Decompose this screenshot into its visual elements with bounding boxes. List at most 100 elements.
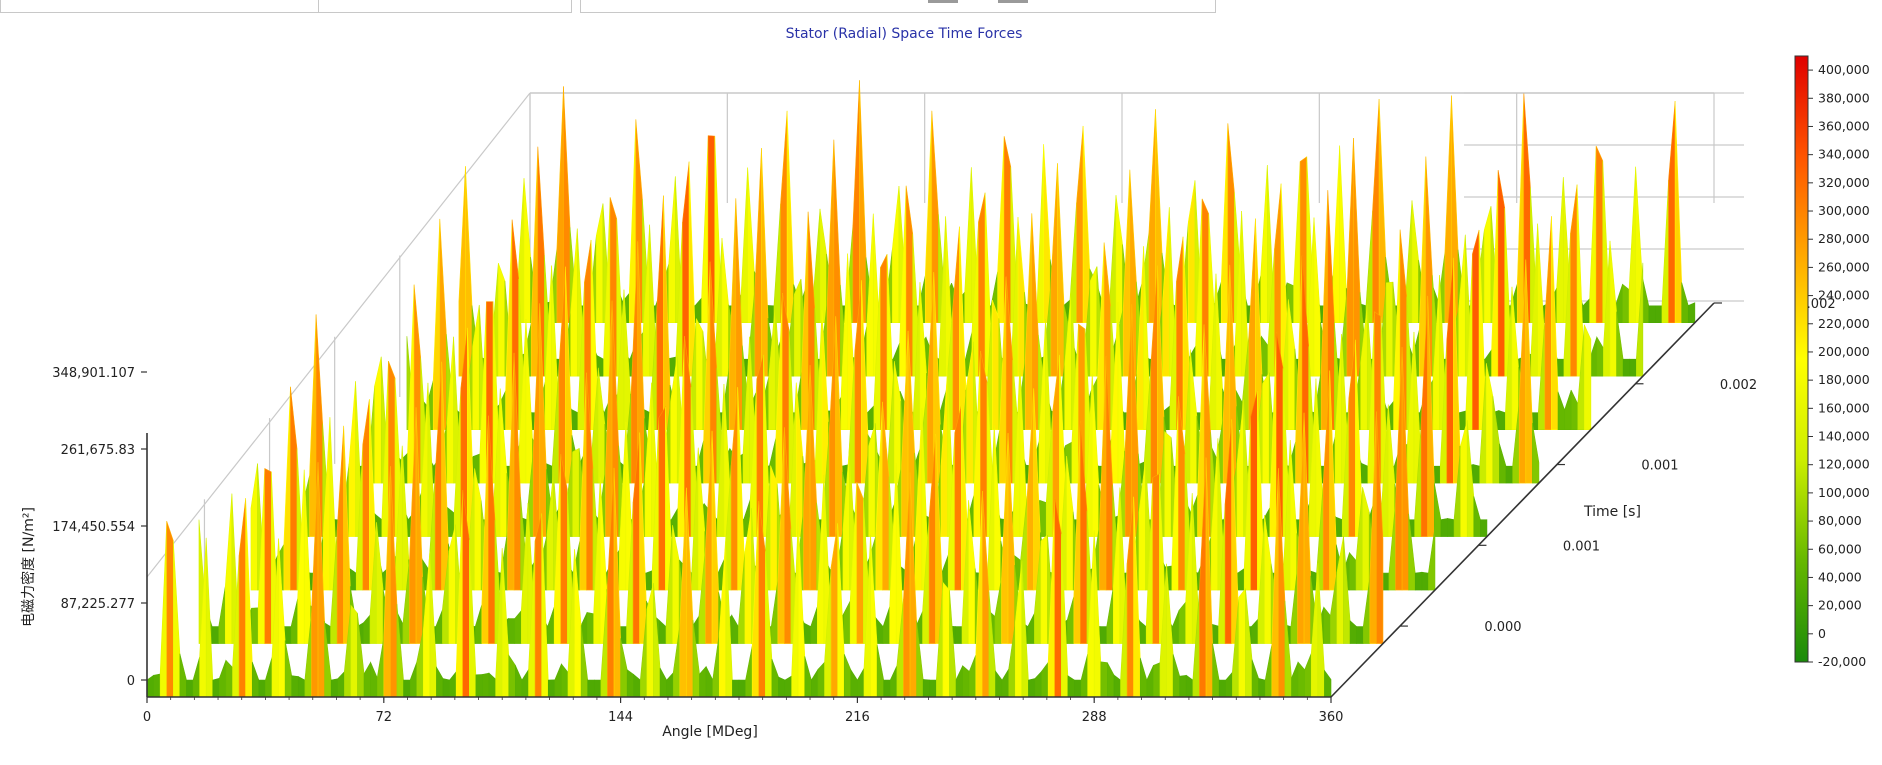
- colorbar-tick-label: 300,000: [1818, 203, 1870, 218]
- surface-strip: [954, 405, 962, 591]
- surface-strip: [1028, 678, 1036, 698]
- surface-strip: [219, 660, 227, 698]
- surface-strip: [508, 654, 516, 698]
- surface-strip: [1291, 661, 1299, 698]
- surface-strip: [186, 679, 194, 698]
- surface-strip: [892, 185, 900, 324]
- colorbar-tick-label: 180,000: [1818, 372, 1870, 387]
- colorbar-tick-label: 320,000: [1818, 175, 1870, 190]
- surface-strip: [447, 507, 455, 537]
- time-tick-label: 0.000: [1484, 620, 1521, 635]
- colorbar-tick-label: 160,000: [1818, 400, 1870, 415]
- colorbar-tick-label: 200,000: [1818, 344, 1870, 359]
- surface-strip: [251, 661, 260, 698]
- x-tick-label: 288: [1082, 710, 1107, 725]
- surface-strip: [1212, 643, 1220, 698]
- colorbar-tick-label: 20,000: [1818, 598, 1862, 613]
- time-axis-line: [1330, 302, 1715, 698]
- x-axis-ticks: 0 72 144 216 288 360: [143, 697, 1343, 725]
- surface-strip: [942, 581, 950, 698]
- surface-strip: [1414, 571, 1423, 591]
- surface-strip: [1628, 166, 1636, 324]
- surface-strip: [1067, 675, 1075, 698]
- surface-strip: [778, 676, 786, 698]
- toolbar-button-b[interactable]: [998, 0, 1028, 3]
- surface-strip: [968, 654, 977, 698]
- surface-strip: [929, 679, 937, 698]
- colorbar-tick-label: 100,000: [1818, 485, 1870, 500]
- surface-strip: [672, 525, 680, 644]
- surface-strip: [403, 679, 411, 698]
- surface-strip: [701, 135, 709, 324]
- surface-strip: [1113, 674, 1121, 698]
- surface-strip: [1139, 620, 1147, 644]
- toolbar-field-mid[interactable]: [318, 0, 572, 13]
- surface-strip: [1418, 156, 1427, 377]
- surface-strip: [1176, 236, 1184, 430]
- surface-strip: [747, 167, 755, 324]
- surface-strip: [696, 318, 704, 430]
- surface-strip: [721, 238, 729, 377]
- surface-strip: [521, 668, 529, 698]
- z-tick-label: 87,225.277: [61, 597, 135, 612]
- surface-strip: [882, 606, 890, 644]
- surface-strip: [1458, 234, 1466, 377]
- surface-strip: [283, 386, 291, 591]
- surface-strip: [1050, 163, 1058, 377]
- surface-strip: [290, 386, 298, 591]
- surface-strip: [330, 678, 339, 698]
- surface-strip: [1484, 206, 1492, 324]
- z-tick-label: 348,901.107: [52, 366, 135, 381]
- surface-strip: [1162, 207, 1170, 377]
- surface-strip: [745, 646, 753, 698]
- surface-strip: [1622, 283, 1630, 324]
- surface-strip: [1473, 496, 1481, 537]
- surface-strip: [1356, 626, 1364, 644]
- surface-strip: [628, 119, 637, 324]
- surface-strip: [514, 609, 522, 644]
- surface-strip: [1284, 600, 1292, 698]
- surface-strip: [780, 110, 788, 324]
- surface-strip: [1444, 95, 1452, 324]
- surface-strip: [882, 401, 890, 591]
- surface-strip: [482, 672, 490, 698]
- surface-strip: [1641, 276, 1650, 324]
- surface-strip: [1589, 146, 1597, 324]
- surface-strip: [337, 670, 345, 698]
- surface-strip: [435, 609, 443, 644]
- surface-strip: [922, 679, 931, 698]
- surface-strip: [1066, 596, 1075, 644]
- surface-strip: [238, 498, 246, 698]
- colorbar-tick-label: 400,000: [1818, 62, 1870, 77]
- toolbar-button-a[interactable]: [928, 0, 958, 3]
- z-tick-label: 261,675.83: [61, 443, 135, 458]
- surface-strip: [1248, 218, 1256, 430]
- surface-strip: [251, 607, 259, 644]
- surface-strip: [376, 637, 385, 698]
- surface-strip: [1433, 465, 1441, 484]
- surface-strip: [1324, 669, 1332, 698]
- surface-strip: [166, 521, 174, 698]
- surface-strip: [988, 591, 996, 698]
- surface-strip: [297, 676, 306, 698]
- surface-strip: [1043, 144, 1051, 324]
- surface-strip: [1178, 601, 1186, 644]
- surface-strip: [515, 665, 523, 698]
- surface-strip: [1100, 661, 1108, 698]
- surface-strip: [1472, 464, 1481, 484]
- surface-strip: [363, 614, 371, 644]
- surface-strip: [225, 659, 233, 698]
- surface-strip: [571, 408, 579, 430]
- surface-strip: [1668, 100, 1676, 324]
- x-axis-label: Angle [MDeg]: [662, 724, 758, 740]
- toolbar-field-right[interactable]: [580, 0, 1216, 13]
- surface-strip: [658, 406, 666, 591]
- surface-strip: [1041, 661, 1049, 698]
- x-tick-label: 144: [608, 710, 633, 725]
- surface-strip: [959, 226, 967, 430]
- surface-strip: [1148, 109, 1156, 324]
- surface-strip: [1584, 324, 1592, 430]
- surface-strip: [952, 226, 960, 430]
- surface-strip: [264, 468, 272, 644]
